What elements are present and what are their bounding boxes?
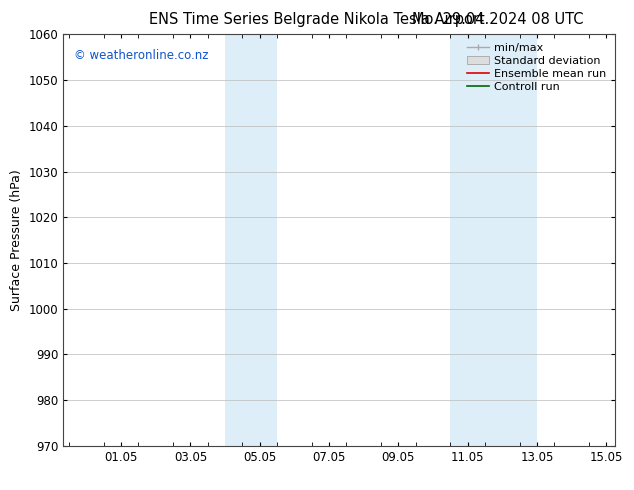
- Bar: [485, 34, 537, 446]
- Y-axis label: Surface Pressure (hPa): Surface Pressure (hPa): [10, 169, 23, 311]
- Text: © weatheronline.co.nz: © weatheronline.co.nz: [74, 49, 209, 62]
- Legend: min/max, Standard deviation, Ensemble mean run, Controll run: min/max, Standard deviation, Ensemble me…: [464, 40, 609, 95]
- Bar: [225, 34, 277, 446]
- Text: Mo. 29.04.2024 08 UTC: Mo. 29.04.2024 08 UTC: [411, 12, 583, 27]
- Text: ENS Time Series Belgrade Nikola Tesla Airport: ENS Time Series Belgrade Nikola Tesla Ai…: [149, 12, 485, 27]
- Bar: [450, 34, 485, 446]
